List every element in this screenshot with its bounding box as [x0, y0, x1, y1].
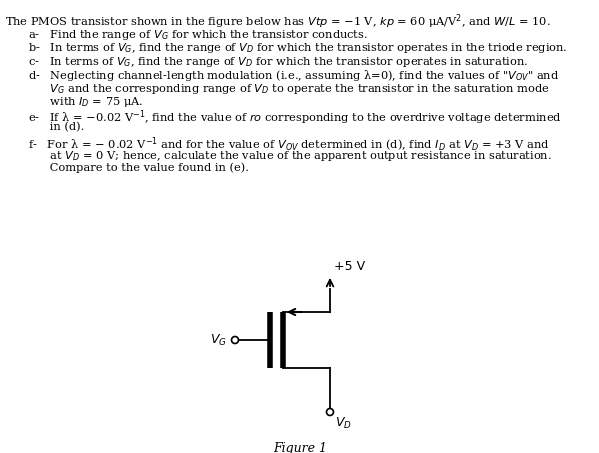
Text: f-   For λ = $-$ 0.02 V$^{-1}$ and for the value of $V_{OV}$ determined in (d), : f- For λ = $-$ 0.02 V$^{-1}$ and for the…	[28, 135, 549, 154]
Text: $V_G$: $V_G$	[210, 333, 227, 347]
Text: Figure 1: Figure 1	[273, 442, 327, 453]
Text: +5 V: +5 V	[334, 260, 365, 273]
Text: e-   If λ = $-$0.02 V$^{-1}$, find the value of $ro$ corresponding to the overdr: e- If λ = $-$0.02 V$^{-1}$, find the val…	[28, 109, 562, 127]
Text: with $I_D$ = 75 μA.: with $I_D$ = 75 μA.	[28, 95, 143, 109]
Text: in (d).: in (d).	[28, 122, 84, 132]
Text: Compare to the value found in (e).: Compare to the value found in (e).	[28, 163, 249, 173]
Text: $V_D$: $V_D$	[335, 416, 352, 431]
Text: b-   In terms of $V_G$, find the range of $V_D$ for which the transistor operate: b- In terms of $V_G$, find the range of …	[28, 41, 567, 55]
Text: a-   Find the range of $V_G$ for which the transistor conducts.: a- Find the range of $V_G$ for which the…	[28, 28, 368, 42]
Text: $V_G$ and the corresponding range of $V_D$ to operate the transistor in the satu: $V_G$ and the corresponding range of $V_…	[28, 82, 550, 96]
Text: c-   In terms of $V_G$, find the range of $V_D$ for which the transistor operate: c- In terms of $V_G$, find the range of …	[28, 54, 528, 68]
Text: d-   Neglecting channel-length modulation (i.e., assuming λ=0), find the values : d- Neglecting channel-length modulation …	[28, 68, 559, 83]
Text: The PMOS transistor shown in the figure below has $Vtp$ = $-$1 V, $kp$ = 60 μA/V: The PMOS transistor shown in the figure …	[5, 12, 550, 31]
Text: at $V_D$ = 0 V; hence, calculate the value of the apparent output resistance in : at $V_D$ = 0 V; hence, calculate the val…	[28, 149, 552, 163]
